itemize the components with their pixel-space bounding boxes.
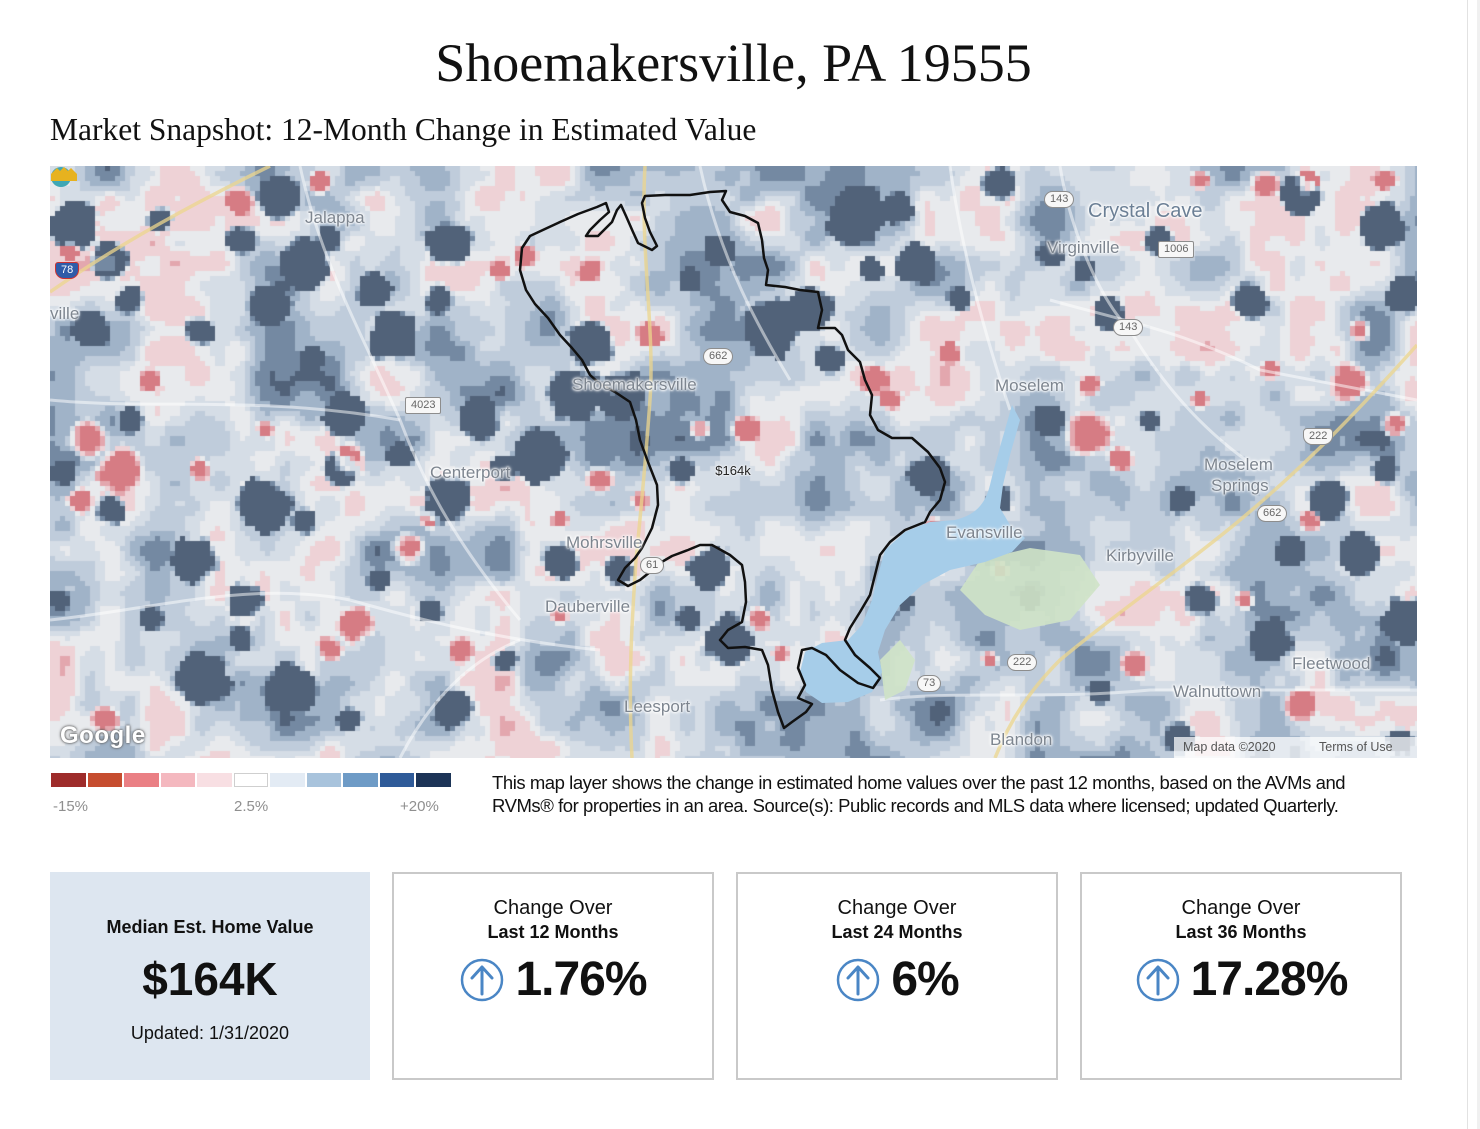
- change-value: 17.28%: [1190, 953, 1349, 1006]
- change-card-value-row: 6%: [738, 952, 1056, 1008]
- legend-mid-label: 2.5%: [234, 798, 269, 815]
- color-legend: [51, 773, 451, 787]
- place-label-mohrsville: Mohrsville: [566, 533, 643, 552]
- map-provider-logo: Google: [60, 722, 146, 749]
- route-shield-662-east: 662: [1257, 505, 1288, 522]
- route-shield-222-east: 222: [1303, 428, 1334, 445]
- park-area: [880, 640, 915, 700]
- legend-swatch: [343, 773, 378, 787]
- change-card-24-months: Change Over Last 24 Months 6%: [736, 872, 1058, 1080]
- houses-icon: [51, 167, 77, 181]
- change-card-heading: Change Over: [1181, 897, 1301, 919]
- road: [698, 166, 792, 381]
- change-card-value-row: 17.28%: [1082, 952, 1400, 1008]
- park-area: [960, 548, 1100, 630]
- arrow-up-circle-icon: [461, 958, 504, 1002]
- road: [879, 688, 1417, 702]
- route-222-line: [993, 343, 1417, 758]
- legend-swatch: [160, 773, 195, 787]
- place-label-virginville: Virginville: [1047, 238, 1120, 257]
- route-shield-i78: 78: [55, 262, 80, 279]
- legend-max-label: +20%: [400, 798, 439, 815]
- terms-of-use-link: Terms of Use: [1319, 740, 1393, 754]
- place-label-ville: ville: [50, 304, 80, 323]
- attribution-bar: [1174, 737, 1417, 758]
- change-value: 1.76%: [515, 953, 647, 1006]
- road: [50, 398, 401, 422]
- median-label: Median Est. Home Value: [106, 917, 314, 937]
- road: [50, 591, 601, 652]
- place-label-walnuttown: Walnuttown: [1173, 682, 1262, 701]
- place-label-centerport: Centerport: [430, 463, 511, 482]
- zip-boundary: [518, 189, 947, 730]
- legend-swatch: [233, 773, 268, 787]
- median-value: $164K: [142, 953, 278, 1005]
- place-label-moselem-springs-line2: Springs: [1211, 476, 1269, 495]
- route-shield-662-north: 662: [703, 348, 734, 365]
- page-edge: [1467, 0, 1468, 1129]
- route-shield-73: 73: [917, 675, 942, 692]
- parkland: [880, 548, 1100, 700]
- map-attribution: Map data ©2020: [1183, 740, 1276, 754]
- change-card-period: Last 12 Months: [487, 922, 619, 942]
- route-shield-4023: 4023: [405, 397, 442, 414]
- change-card-12-months: Change Over Last 12 Months 1.76%: [392, 872, 714, 1080]
- place-label-blandon: Blandon: [990, 730, 1053, 749]
- place-label-jalappa: Jalappa: [305, 208, 365, 227]
- place-label-dauberville: Dauberville: [545, 597, 631, 616]
- legend-swatch: [87, 773, 122, 787]
- change-value: 6%: [891, 953, 959, 1006]
- change-card-heading: Change Over: [837, 897, 957, 919]
- change-card-period: Last 36 Months: [1175, 922, 1307, 942]
- place-label-fleetwood: Fleetwood: [1292, 654, 1371, 673]
- legend-swatch: [306, 773, 341, 787]
- place-label-kirbyville: Kirbyville: [1106, 546, 1175, 565]
- median-updated: Updated: 1/31/2020: [130, 1023, 290, 1043]
- road: [398, 638, 521, 758]
- route-shield-143-north: 143: [1044, 191, 1075, 208]
- route-61-line: [628, 166, 653, 758]
- road: [1049, 298, 1417, 402]
- road: [948, 166, 1012, 411]
- legend-swatch: [416, 773, 451, 787]
- change-card-period: Last 24 Months: [831, 922, 963, 942]
- legend-min-label: -15%: [53, 798, 89, 815]
- heatmap-layer: [50, 166, 1417, 758]
- place-label-moselem-springs-line1: Moselem: [1204, 455, 1273, 474]
- page-edge-shadow: [1477, 0, 1480, 1129]
- market-heatmap: Jalappa Crystal Cave Virginville ville S…: [50, 166, 1417, 758]
- legend-swatch: [197, 773, 232, 787]
- median-value-card: Median Est. Home Value $164K Updated: 1/…: [50, 872, 370, 1080]
- route-shield-61: 61: [640, 557, 665, 574]
- route-shield-143: 143: [1113, 319, 1144, 336]
- legend-swatch: [124, 773, 159, 787]
- change-card-value-row: 1.76%: [394, 952, 712, 1008]
- change-card-heading: Change Over: [493, 897, 613, 919]
- route-shield-222-south: 222: [1007, 654, 1038, 671]
- page-subtitle: Market Snapshot: 12-Month Change in Esti…: [50, 112, 757, 147]
- place-label-leesport: Leesport: [624, 697, 691, 716]
- place-label-shoemakersville: Shoemakersville: [572, 375, 697, 394]
- route-shield-1006: 1006: [1158, 241, 1195, 258]
- change-card-36-months: Change Over Last 36 Months 17.28%: [1080, 872, 1402, 1080]
- arrow-up-circle-icon: [1136, 958, 1179, 1002]
- page-title: Shoemakersville, PA 19555: [435, 33, 1032, 93]
- place-label-crystal-cave: Crystal Cave: [1088, 200, 1203, 222]
- price-marker-label: $164k: [715, 463, 751, 478]
- map-overlay: [50, 166, 1417, 758]
- road: [298, 166, 522, 621]
- place-label-moselem: Moselem: [995, 376, 1064, 395]
- arrow-up-circle-icon: [837, 958, 880, 1002]
- legend-swatch: [51, 773, 86, 787]
- place-label-evansville: Evansville: [946, 523, 1023, 542]
- interstate-78-line: [50, 166, 271, 294]
- legend-swatch: [379, 773, 414, 787]
- lake-ontelaunee: [800, 405, 1025, 703]
- legend-swatch: [270, 773, 305, 787]
- map-description: This map layer shows the change in estim…: [492, 772, 1346, 816]
